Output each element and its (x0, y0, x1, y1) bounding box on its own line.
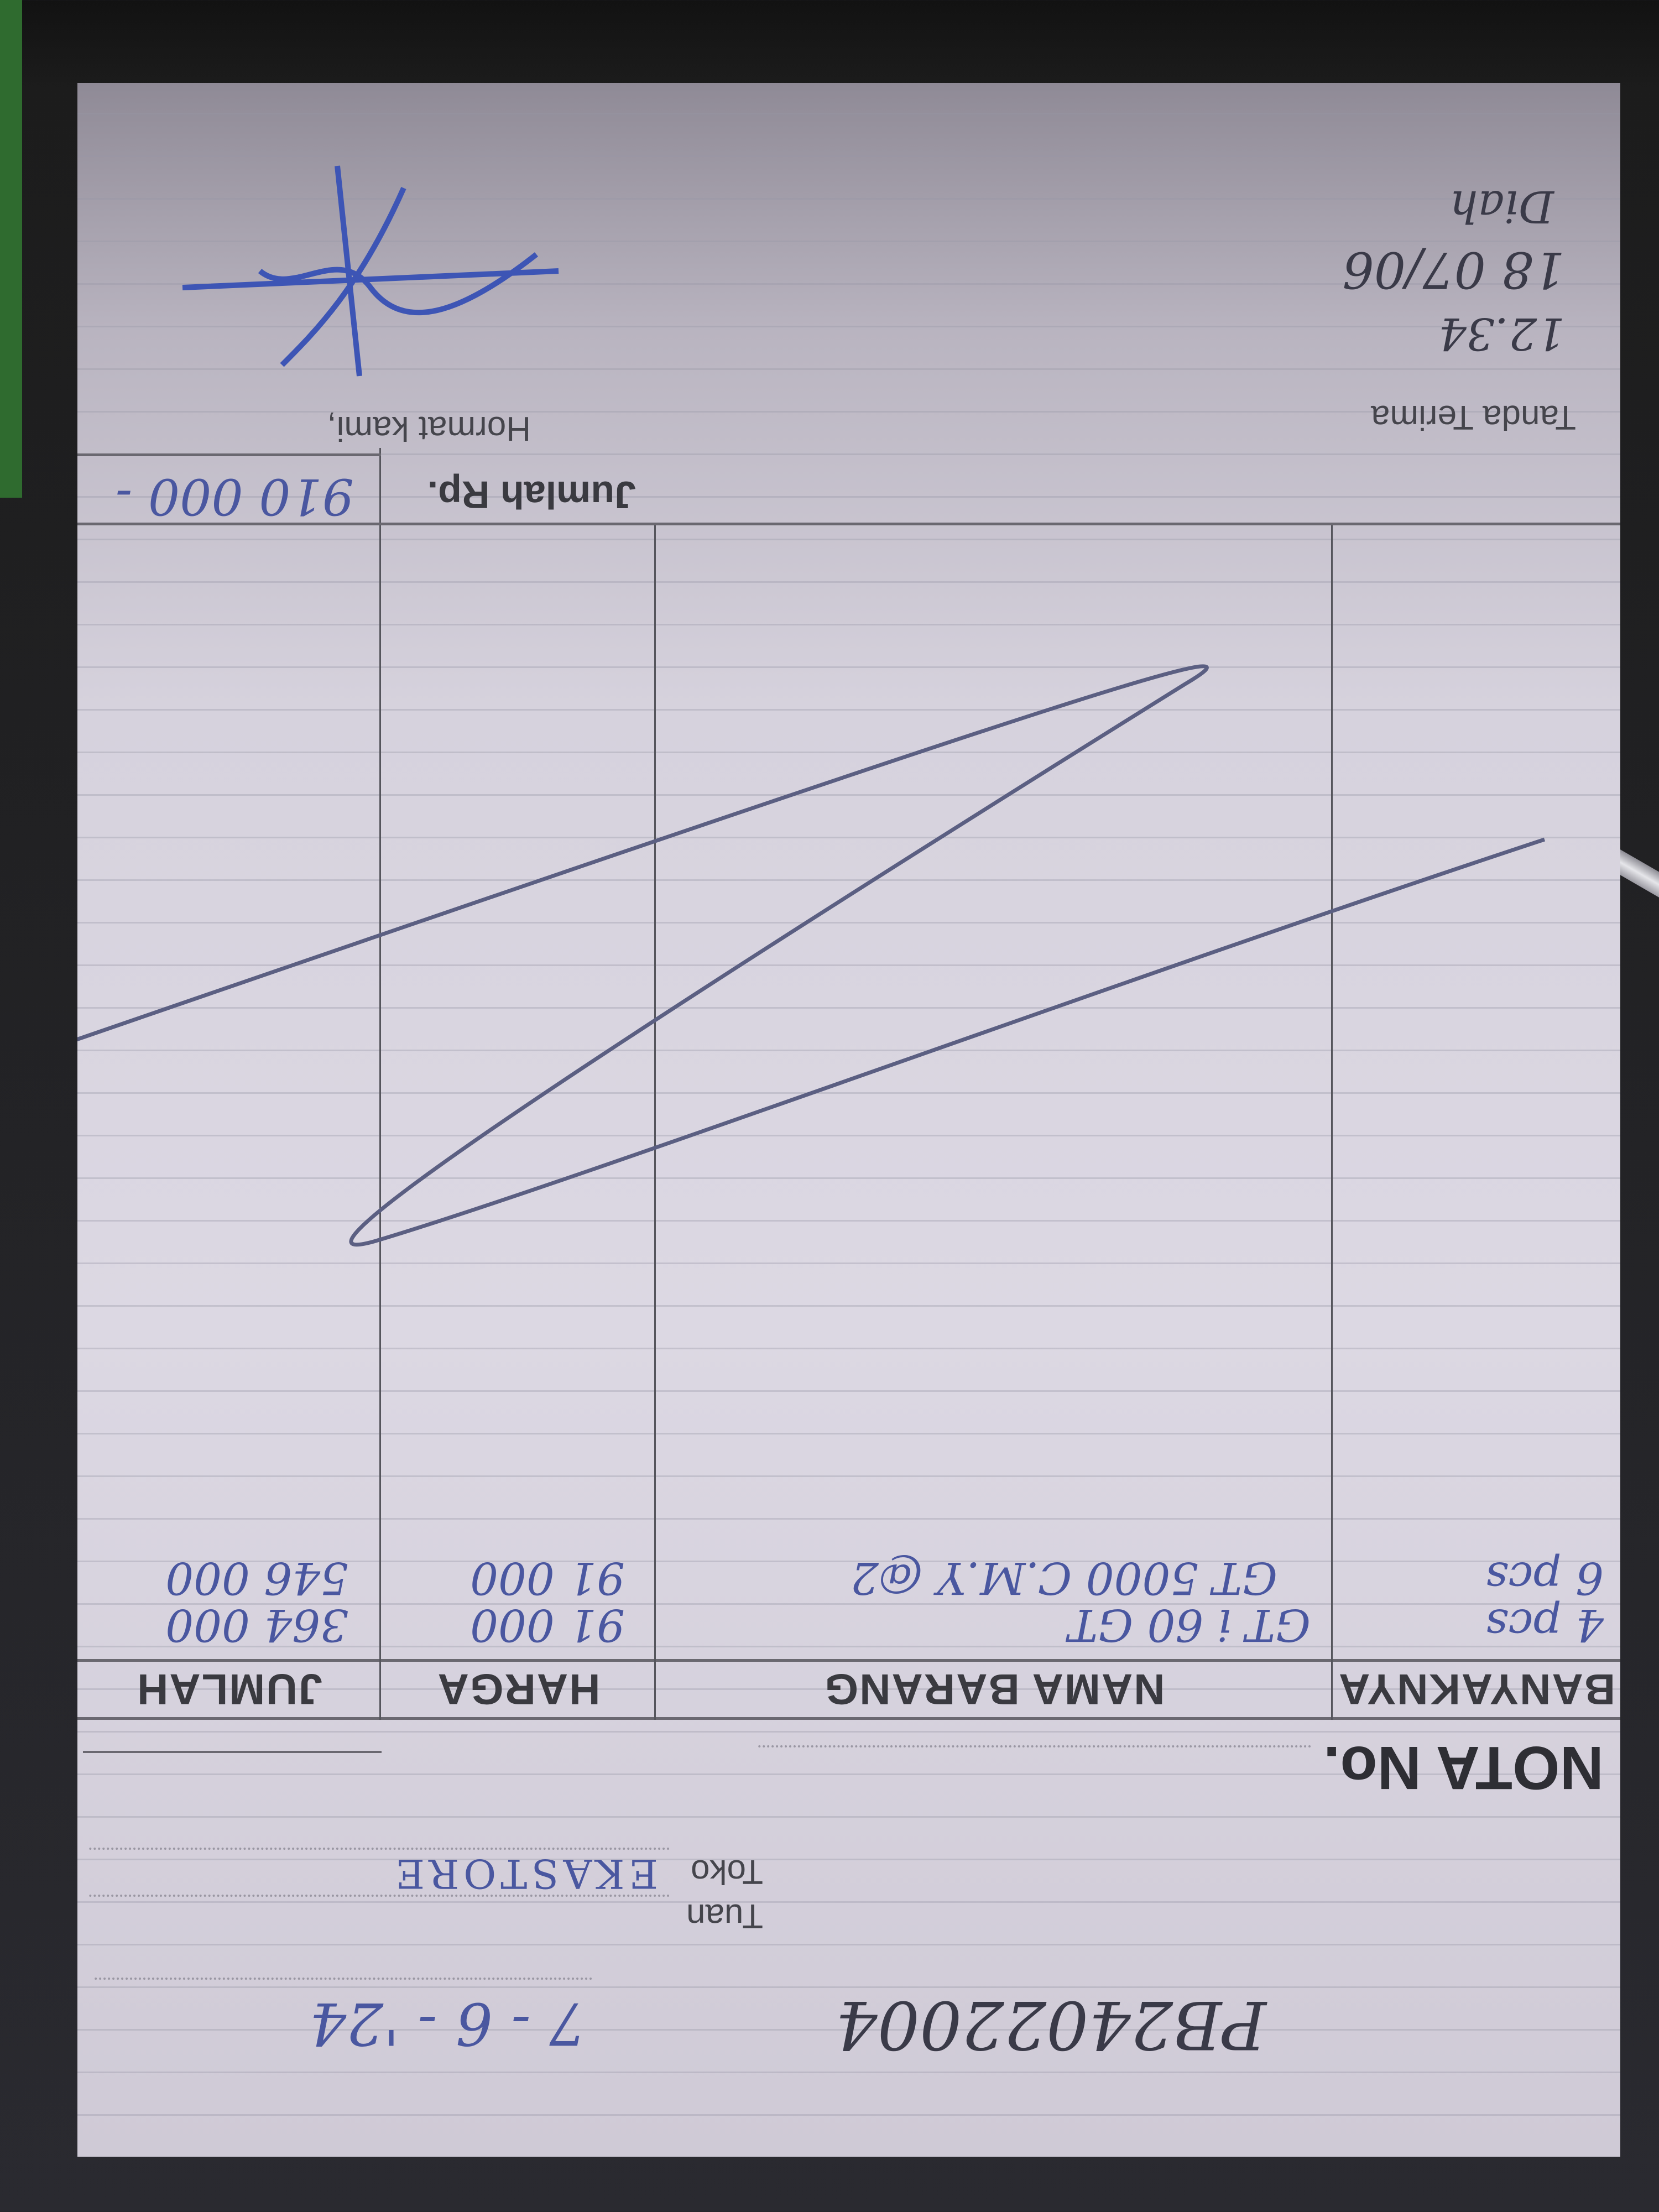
strike-through-scribble (77, 664, 1546, 1247)
received-note: 18 07/06 (1342, 241, 1566, 299)
tanda-terima-label: Tanda Terima (1370, 398, 1576, 436)
received-note: Diah (1449, 181, 1554, 232)
signature (182, 165, 559, 377)
receipt-paper: PB24022004 7 - 6 - '24 Tuan Toko EKASTOR… (77, 83, 1620, 2157)
total-box-border (77, 453, 381, 456)
background-edge (0, 0, 22, 498)
received-note: 12.34 (1438, 308, 1565, 359)
hormat-kami-label: Hormat kami, (327, 409, 531, 447)
total-value: 910 000 - (115, 467, 354, 525)
total-label: Jumlah Rp. (427, 473, 636, 517)
